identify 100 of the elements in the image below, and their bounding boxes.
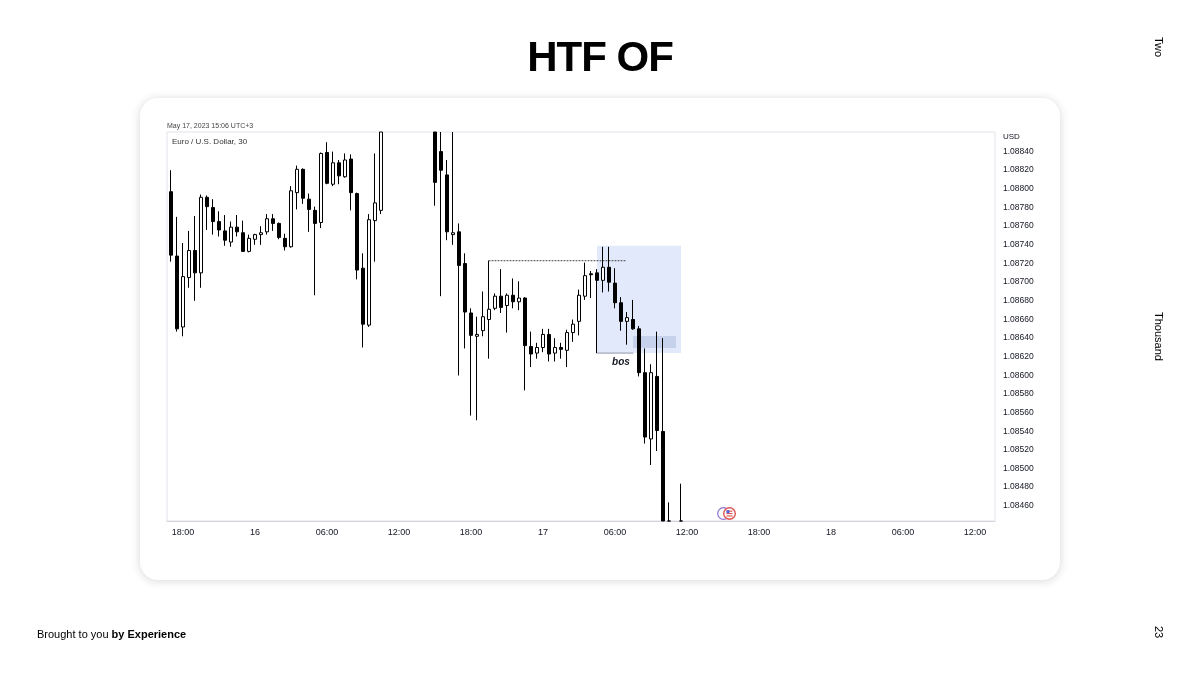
candlestick <box>265 213 269 236</box>
candlestick <box>541 328 545 353</box>
candlestick <box>631 299 635 331</box>
candlestick <box>211 198 215 236</box>
candlestick <box>343 152 347 179</box>
x-tick-label: 06:00 <box>603 526 627 537</box>
candlestick <box>439 131 443 297</box>
candlestick <box>625 311 629 346</box>
text: Brought to you <box>37 627 109 641</box>
y-tick-label: 1.08600 <box>1003 369 1034 380</box>
candlestick <box>457 222 461 376</box>
candlestick <box>205 194 209 231</box>
candlestick <box>643 347 647 445</box>
text: by Experience <box>111 627 187 641</box>
candlestick <box>283 233 287 251</box>
y-tick-label: 1.08460 <box>1003 500 1034 511</box>
x-tick-label: 16 <box>249 526 261 537</box>
candlestick <box>253 233 257 246</box>
candlestick <box>307 193 311 233</box>
y-tick-label: 1.08500 <box>1003 462 1034 473</box>
candlestick <box>187 230 191 289</box>
candlestick <box>589 270 593 299</box>
candlestick <box>229 221 233 248</box>
x-tick-label: 12:00 <box>387 526 411 537</box>
candlestick <box>217 210 221 237</box>
candlestick <box>451 131 455 246</box>
candlestick <box>289 185 293 249</box>
y-tick-label: 1.08700 <box>1003 276 1034 287</box>
candlestick <box>505 292 509 334</box>
candlestick <box>175 216 179 333</box>
candlestick <box>199 194 203 289</box>
candlestick <box>319 152 323 229</box>
candlestick <box>469 307 473 417</box>
candlestick <box>559 342 563 360</box>
candlestick <box>637 325 641 377</box>
candlestick <box>619 296 623 332</box>
candlestick <box>433 131 437 207</box>
candlestick <box>535 342 539 360</box>
candlestick <box>331 151 335 187</box>
candlestick <box>313 206 317 296</box>
candlestick <box>247 234 251 253</box>
candlestick <box>571 319 575 343</box>
candlestick <box>445 159 449 241</box>
x-tick-label: 17 <box>537 526 549 537</box>
candlestick <box>277 221 281 240</box>
x-tick-label: 06:00 <box>891 526 915 537</box>
x-tick-label: 18:00 <box>747 526 771 537</box>
candlestick <box>379 131 383 215</box>
x-tick-label: 12:00 <box>675 526 699 537</box>
y-tick-label: 1.08520 <box>1003 444 1034 455</box>
y-tick-label: 1.08840 <box>1003 145 1034 156</box>
candlestick <box>529 331 533 368</box>
y-tick-label: 1.08740 <box>1003 238 1034 249</box>
x-tick-label: 18:00 <box>171 526 195 537</box>
candlestick <box>583 262 587 301</box>
candlestick <box>679 483 683 522</box>
y-tick-label: 1.08480 <box>1003 481 1034 492</box>
candlestick <box>223 214 227 247</box>
candlestick <box>667 501 671 522</box>
candlestick <box>517 280 521 311</box>
candlestick <box>481 291 485 337</box>
candlestick <box>271 213 275 232</box>
y-tick-label: 1.08720 <box>1003 257 1034 268</box>
y-tick-label: 1.08820 <box>1003 164 1034 175</box>
candlestick <box>193 215 197 302</box>
candlestick <box>373 152 377 263</box>
text: Two <box>1152 37 1165 58</box>
text: Euro / U.S. Dollar, 30 <box>172 137 248 147</box>
y-axis-title: USD <box>1003 131 1021 141</box>
candlestick <box>301 167 305 205</box>
candlestick <box>181 242 185 337</box>
candlestick <box>655 331 659 452</box>
y-tick-label: 1.08640 <box>1003 332 1034 343</box>
y-tick-label: 1.08760 <box>1003 220 1034 231</box>
y-tick-label: 1.08560 <box>1003 406 1034 417</box>
y-tick-label: 1.08800 <box>1003 182 1034 193</box>
candlestick <box>553 337 557 362</box>
candlestick <box>337 159 341 185</box>
candlestick <box>493 292 497 311</box>
candlestick <box>355 192 359 280</box>
candlestick <box>607 246 611 293</box>
x-tick-label: 06:00 <box>315 526 339 537</box>
candlestick <box>361 252 365 348</box>
series-label: bos <box>612 355 631 367</box>
candlestick <box>661 337 665 522</box>
candlestick <box>595 268 599 354</box>
candlestick <box>523 296 527 391</box>
candlestick <box>295 165 299 210</box>
candlestick <box>613 267 617 309</box>
candlestick <box>487 260 491 360</box>
chart-title: HTF OF <box>527 33 673 80</box>
y-tick-label: 1.08780 <box>1003 201 1034 212</box>
candlestick <box>349 153 353 211</box>
y-tick-label: 1.08540 <box>1003 425 1034 436</box>
candlestick <box>325 141 329 185</box>
y-tick-label: 1.08580 <box>1003 388 1034 399</box>
candlestick <box>241 220 245 252</box>
x-tick-label: 12:00 <box>963 526 987 537</box>
candlestick <box>565 329 569 368</box>
candlestick <box>169 169 173 263</box>
